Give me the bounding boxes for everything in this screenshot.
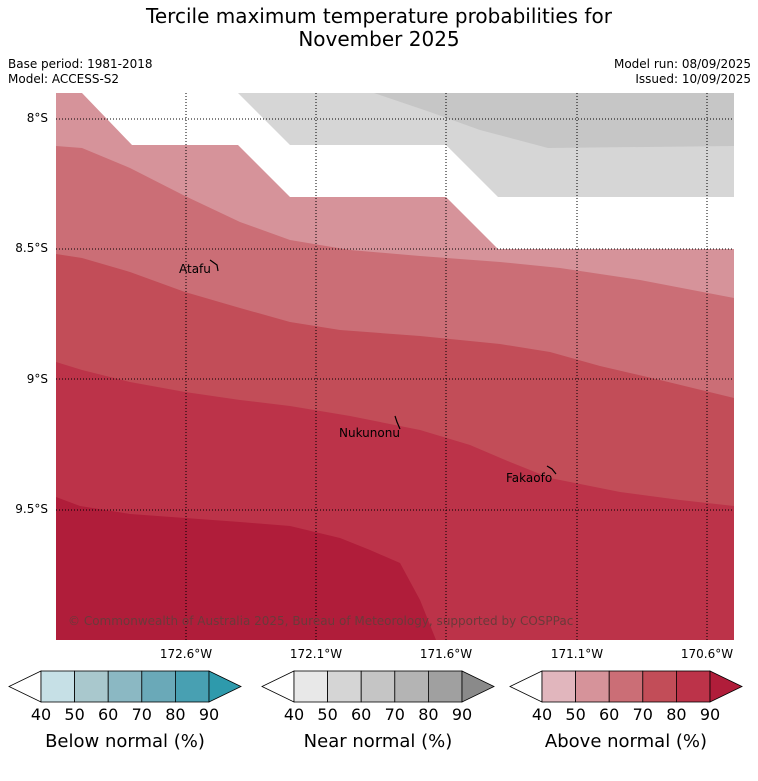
near-normal-colorbar-segment (427, 670, 463, 703)
above-normal-colorbar-title: Above normal (%) (544, 731, 708, 752)
below-normal-colorbar-tick: 40 (30, 705, 52, 724)
atafu-outline (209, 259, 219, 272)
meta-right: Model run: 08/09/2025 Issued: 10/09/2025 (614, 57, 751, 87)
title-line-1: Tercile maximum temperature probabilitie… (146, 4, 612, 28)
near-normal-colorbar-tick: 80 (418, 705, 439, 724)
above-normal-colorbar-tick: 90 (699, 705, 721, 724)
lat-label-9: 9°S (26, 372, 48, 386)
place-label-fakaofo: Fakaofo (506, 471, 553, 485)
colorbars (8, 670, 743, 703)
near-normal-colorbar-segment (394, 670, 429, 703)
near-normal-colorbar-under-arrow (261, 670, 295, 703)
issued-date: Issued: 10/09/2025 (635, 72, 751, 86)
nukunonu-outline (394, 415, 401, 430)
below-normal-colorbar-tick: 80 (165, 705, 186, 724)
near-normal-colorbar-segment (327, 670, 362, 703)
near-normal-colorbar-segment (360, 670, 396, 703)
above-normal-colorbar-segment (642, 670, 677, 703)
place-label-nukunonu: Nukunonu (339, 426, 400, 440)
lon-label-171-1: 171.1°W (550, 647, 604, 661)
above-normal-colorbar-over-arrow (709, 670, 743, 703)
below-normal-colorbar-segment (141, 670, 176, 703)
below-normal-colorbar-segment (74, 670, 109, 703)
near-normal-colorbar-tick: 60 (351, 705, 372, 724)
meta-left: Base period: 1981-2018 Model: ACCESS-S2 (8, 57, 153, 87)
below-normal-colorbar-over-arrow (208, 670, 242, 703)
above-normal-colorbar-tick: 40 (531, 705, 553, 724)
model-run: Model run: 08/09/2025 (613, 57, 751, 71)
base-period: Base period: 1981-2018 (8, 57, 153, 71)
lat-label-9-5: 9.5°S (15, 502, 48, 516)
near-normal-colorbar-tick: 50 (317, 705, 338, 724)
lon-label-172-6: 172.6°W (159, 647, 213, 661)
lon-label-172-1: 172.1°W (289, 647, 343, 661)
near-normal-colorbar-title: Near normal (%) (303, 731, 453, 752)
above-normal-colorbar-tick: 70 (632, 705, 653, 724)
above-normal-colorbar-segment (575, 670, 610, 703)
above-normal-colorbar-segment (676, 670, 711, 703)
above-normal-colorbar-under-arrow (509, 670, 543, 703)
below-normal-colorbar-segment (107, 670, 143, 703)
lat-label-8-5: 8.5°S (15, 241, 48, 255)
near-normal-colorbar-over-arrow (461, 670, 495, 703)
place-label-atafu: Atafu (179, 262, 211, 276)
lon-label-171-6: 171.6°W (419, 647, 473, 661)
title-line-2: November 2025 (298, 27, 460, 51)
above-normal-colorbar-tick: 80 (666, 705, 687, 724)
lon-label-170-6: 170.6°W (680, 647, 734, 661)
below-normal-colorbar-under-arrow (8, 670, 42, 703)
gridlines (56, 93, 734, 640)
near-normal-colorbar-tick: 40 (283, 705, 305, 724)
below-normal-colorbar-title: Below normal (%) (45, 731, 205, 752)
near-normal-60-zone (374, 93, 734, 148)
above-normal-90-zone (56, 497, 436, 640)
above-normal-colorbar-segment (608, 670, 644, 703)
below-normal-colorbar-segment (40, 670, 75, 703)
below-normal-colorbar-segment (174, 670, 210, 703)
map-title: Tercile maximum temperature probabilitie… (0, 5, 758, 51)
below-normal-colorbar-tick: 60 (98, 705, 119, 724)
below-normal-colorbar-tick: 50 (64, 705, 85, 724)
below-normal-colorbar-tick: 70 (131, 705, 152, 724)
fakaofo-outline (546, 465, 557, 475)
copyright-notice: © Commonwealth of Australia 2025, Bureau… (68, 614, 574, 628)
near-normal-colorbar-tick: 90 (451, 705, 473, 724)
near-normal-colorbar-segment (293, 670, 328, 703)
lat-label-8: 8°S (26, 111, 48, 125)
near-normal-colorbar-tick: 70 (384, 705, 405, 724)
model-name: Model: ACCESS-S2 (8, 72, 120, 86)
below-normal-colorbar-tick: 90 (198, 705, 220, 724)
atoll-outlines (209, 259, 557, 475)
map-fill (56, 93, 734, 640)
above-normal-colorbar-tick: 50 (565, 705, 586, 724)
above-normal-colorbar-segment (541, 670, 576, 703)
above-normal-colorbar-tick: 60 (599, 705, 620, 724)
